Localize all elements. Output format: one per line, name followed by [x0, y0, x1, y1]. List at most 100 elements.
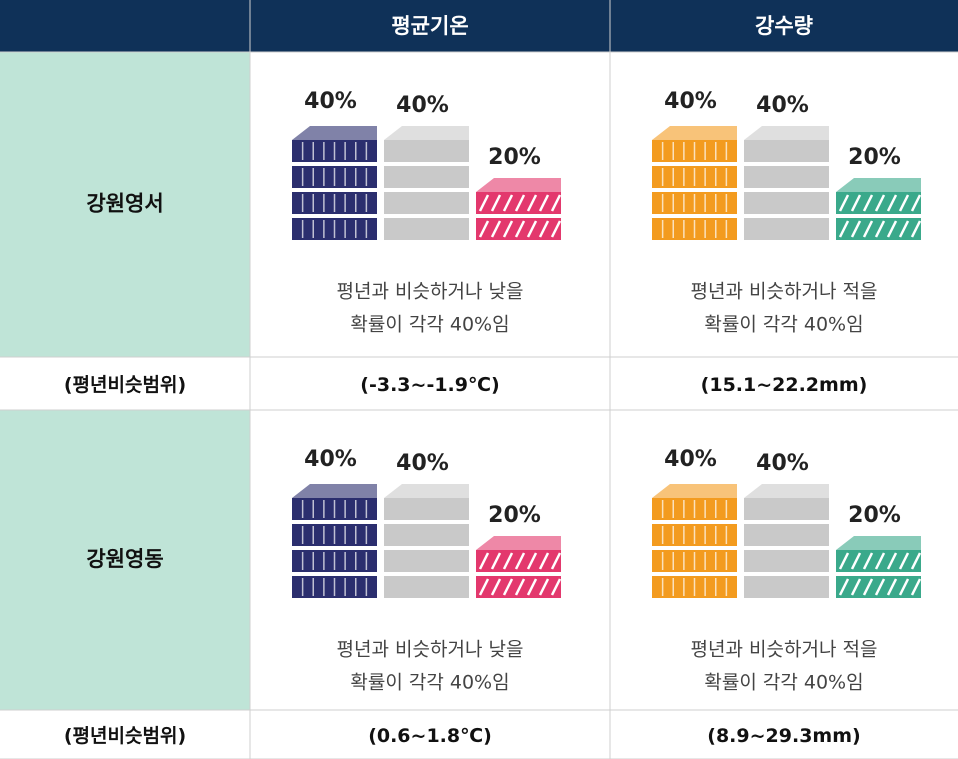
stack: [652, 484, 737, 598]
stripe: [874, 578, 886, 596]
stripe: [838, 220, 850, 238]
stripe: [910, 552, 922, 570]
stack: [744, 484, 829, 598]
stripe: [514, 552, 526, 570]
layer: [384, 166, 469, 188]
stripe: [886, 194, 898, 212]
percent-label: 20%: [848, 503, 901, 528]
layer: [384, 550, 469, 572]
stripe: [838, 194, 850, 212]
stripe: [898, 194, 910, 212]
stripe: [862, 552, 874, 570]
layer: [384, 192, 469, 214]
stripe: [490, 578, 502, 596]
layer: [384, 140, 469, 162]
stripe: [550, 552, 562, 570]
stripe: [538, 194, 550, 212]
top-face: [652, 126, 737, 140]
stripe: [874, 552, 886, 570]
caption: 평년과 비슷하거나 낮을: [337, 639, 524, 661]
percent-label: 20%: [848, 145, 901, 170]
stripe: [490, 220, 502, 238]
region-label: 강원영동: [86, 547, 163, 571]
percent-label: 40%: [664, 89, 717, 114]
stripe: [862, 578, 874, 596]
stripe: [538, 578, 550, 596]
stack: [744, 126, 829, 240]
layer: [836, 576, 921, 598]
stripe: [898, 552, 910, 570]
top-face: [384, 126, 469, 140]
stack: [384, 126, 469, 240]
stripe: [502, 220, 514, 238]
stripe: [874, 194, 886, 212]
top-face: [744, 126, 829, 140]
top-face: [476, 178, 561, 192]
top-face: [292, 484, 377, 498]
range-label: (평년비슷범위): [64, 374, 186, 396]
stripe: [550, 578, 562, 596]
stripe: [874, 220, 886, 238]
stripe: [478, 194, 490, 212]
layer: [384, 498, 469, 520]
caption: 평년과 비슷하거나 적을: [691, 639, 878, 661]
stripe: [526, 220, 538, 238]
stripe: [514, 220, 526, 238]
percent-label: 20%: [488, 503, 541, 528]
layer: [744, 576, 829, 598]
stripe: [910, 194, 922, 212]
stripe: [910, 578, 922, 596]
stripe: [478, 220, 490, 238]
stripe: [850, 194, 862, 212]
stripe: [478, 578, 490, 596]
stripe: [538, 552, 550, 570]
top-face: [744, 484, 829, 498]
range-value: (8.9~29.3mm): [707, 725, 860, 747]
layer: [744, 550, 829, 572]
layer: [836, 192, 921, 214]
stripe: [550, 220, 562, 238]
stripe: [550, 194, 562, 212]
top-face: [652, 484, 737, 498]
percent-label: 40%: [304, 447, 357, 472]
layer: [744, 140, 829, 162]
caption: 확률이 각각 40%임: [350, 672, 509, 694]
stripe: [526, 194, 538, 212]
stripe: [490, 552, 502, 570]
percent-label: 40%: [756, 451, 809, 476]
stripe: [850, 578, 862, 596]
stripe: [502, 194, 514, 212]
stripe: [538, 220, 550, 238]
stack: [292, 126, 377, 240]
range-value: (15.1~22.2mm): [701, 374, 868, 396]
column-header: 평균기온: [391, 14, 468, 38]
layer: [836, 218, 921, 240]
column-header: 강수량: [755, 14, 813, 38]
caption: 평년과 비슷하거나 적을: [691, 281, 878, 303]
caption: 평년과 비슷하거나 낮을: [337, 281, 524, 303]
header-blank: [0, 0, 250, 52]
layer: [476, 576, 561, 598]
layer: [744, 218, 829, 240]
top-face: [292, 126, 377, 140]
top-face: [836, 536, 921, 550]
stripe: [910, 220, 922, 238]
layer: [836, 550, 921, 572]
layer: [384, 576, 469, 598]
stack: [476, 536, 562, 598]
layer: [384, 218, 469, 240]
layer: [744, 498, 829, 520]
stripe: [862, 194, 874, 212]
stack: [292, 484, 377, 598]
layer: [476, 218, 561, 240]
percent-label: 40%: [396, 451, 449, 476]
layer: [476, 550, 561, 572]
stripe: [898, 578, 910, 596]
stripe: [526, 578, 538, 596]
caption: 확률이 각각 40%임: [350, 314, 509, 336]
stripe: [478, 552, 490, 570]
range-label: (평년비슷범위): [64, 725, 186, 747]
stripe: [490, 194, 502, 212]
stripe: [502, 552, 514, 570]
